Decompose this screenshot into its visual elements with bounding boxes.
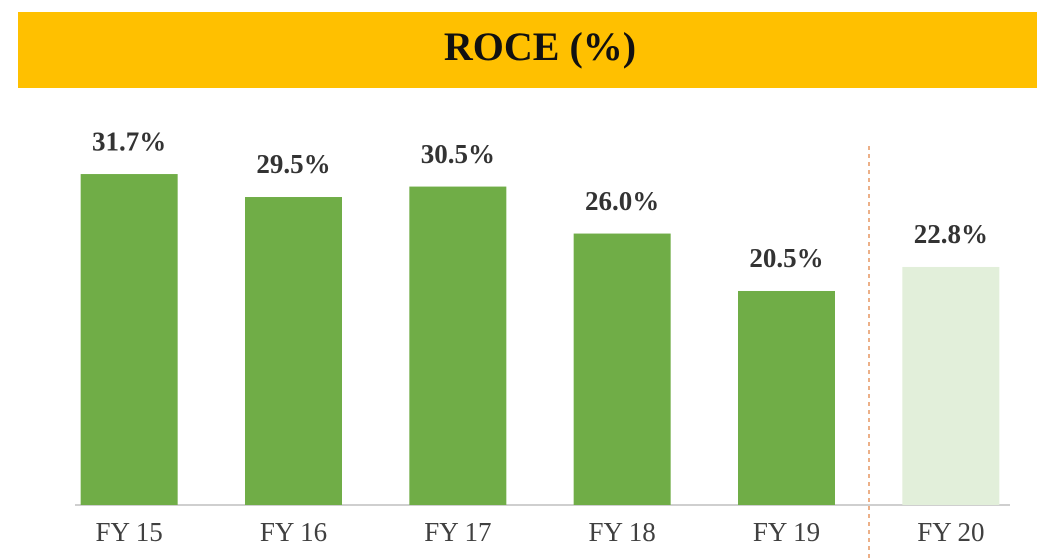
- x-tick-label: FY 17: [424, 517, 491, 547]
- bar: [738, 290, 835, 505]
- bar: [80, 174, 178, 505]
- value-label: 29.5%: [256, 149, 330, 179]
- value-label: 22.8%: [914, 219, 988, 249]
- x-tick-label: FY 16: [260, 517, 327, 547]
- bar: [245, 197, 342, 505]
- bar: [902, 266, 1000, 505]
- x-tick-label: FY 20: [917, 517, 984, 547]
- bar: [409, 186, 507, 505]
- value-label: 26.0%: [585, 186, 659, 216]
- x-tick-label: FY 18: [589, 517, 656, 547]
- value-label: 30.5%: [421, 139, 495, 169]
- value-label: 31.7%: [92, 126, 166, 156]
- bar: [573, 233, 671, 505]
- x-tick-label: FY 19: [753, 517, 820, 547]
- title-banner: [18, 12, 1037, 88]
- value-label: 20.5%: [749, 243, 823, 273]
- x-tick-label: FY 15: [96, 517, 163, 547]
- chart-title: ROCE (%): [444, 24, 636, 69]
